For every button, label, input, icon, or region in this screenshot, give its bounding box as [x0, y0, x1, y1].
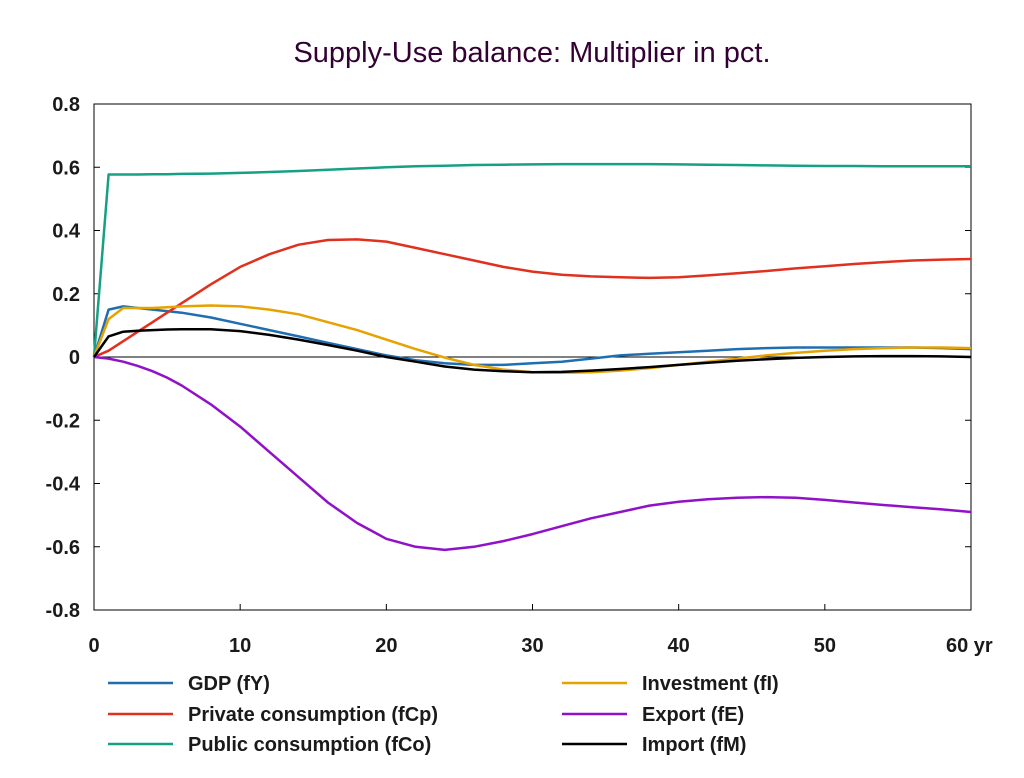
x-tick-label: 30	[521, 635, 543, 657]
y-tick-label: 0.8	[52, 94, 80, 116]
legend-label: Export (fE)	[642, 704, 744, 726]
x-tick-label: 50	[814, 635, 836, 657]
y-tick-label: 0.6	[52, 157, 80, 179]
x-tick-label: 10	[229, 635, 251, 657]
y-tick-label: 0.2	[52, 284, 80, 306]
y-tick-label: 0.4	[52, 221, 81, 243]
plot-area: -0.8 -0.6 -0.4 -0.2 0 0.2 0.4 0.6 0.8 0 10 20 30 40 50…	[46, 94, 993, 657]
series-line-0	[92, 305, 972, 367]
series-line-3	[92, 304, 972, 375]
legend-label: Public consumption (fCo)	[188, 734, 431, 756]
y-tick-label: -0.4	[46, 474, 81, 496]
y-tick-label: -0.8	[46, 600, 80, 622]
series-line-2	[92, 162, 971, 358]
chart-title: Supply-Use balance: Multiplier in pct.	[293, 37, 770, 69]
legend-label: GDP (fY)	[188, 673, 270, 695]
legend: GDP (fY) Private consumption (fCp) Public …	[108, 673, 779, 756]
x-tick-label: 0	[88, 635, 99, 657]
legend-label: Investment (fI)	[642, 673, 779, 695]
y-tick-label: -0.6	[46, 537, 80, 559]
x-tick-label: 60 yr	[946, 635, 993, 657]
series-line-5	[92, 327, 972, 374]
legend-label: Import (fM)	[642, 734, 746, 756]
x-tick-label: 40	[668, 635, 690, 657]
series-line-1	[93, 238, 972, 359]
y-tick-label: -0.2	[46, 410, 80, 432]
x-tick-label: 20	[375, 635, 397, 657]
legend-label: Private consumption (fCp)	[188, 704, 438, 726]
y-tick-label: 0	[69, 347, 80, 369]
series-line-4	[93, 355, 972, 552]
